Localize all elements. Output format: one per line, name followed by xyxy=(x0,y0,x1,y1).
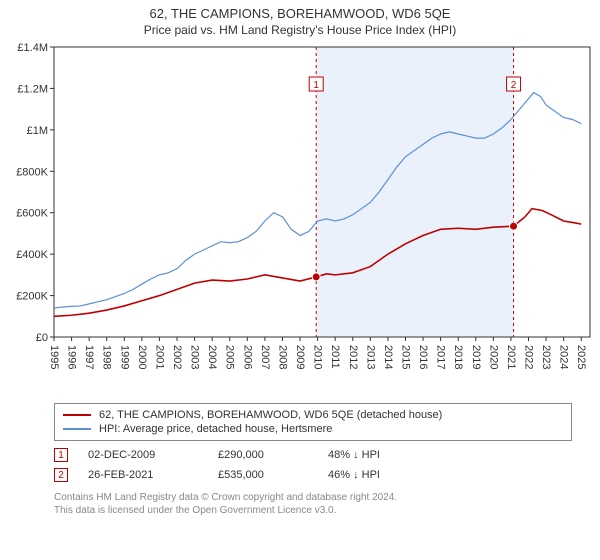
svg-text:£0: £0 xyxy=(36,332,48,344)
svg-text:£200K: £200K xyxy=(16,291,48,303)
svg-text:£1.4M: £1.4M xyxy=(17,42,48,54)
svg-text:2009: 2009 xyxy=(294,345,306,369)
svg-text:£400K: £400K xyxy=(16,249,48,261)
sale-date: 26-FEB-2021 xyxy=(88,469,198,481)
svg-text:2001: 2001 xyxy=(153,345,165,369)
svg-text:2011: 2011 xyxy=(329,345,341,369)
legend-label: 62, THE CAMPIONS, BOREHAMWOOD, WD6 5QE (… xyxy=(99,409,442,421)
svg-text:2025: 2025 xyxy=(575,345,587,369)
sale-row: 1 02-DEC-2009 £290,000 48% ↓ HPI xyxy=(54,445,572,465)
svg-text:1997: 1997 xyxy=(83,345,95,369)
footer-line: Contains HM Land Registry data © Crown c… xyxy=(54,491,572,504)
svg-text:2003: 2003 xyxy=(189,345,201,369)
svg-text:£600K: £600K xyxy=(16,208,48,220)
svg-text:2017: 2017 xyxy=(435,345,447,369)
svg-text:2004: 2004 xyxy=(206,345,218,369)
sale-delta: 46% ↓ HPI xyxy=(328,469,380,481)
svg-text:2020: 2020 xyxy=(487,345,499,369)
title-line-2: Price paid vs. HM Land Registry's House … xyxy=(0,23,600,37)
svg-text:2015: 2015 xyxy=(399,345,411,369)
legend-row: HPI: Average price, detached house, Hert… xyxy=(63,422,563,436)
legend-swatch xyxy=(63,414,91,416)
svg-text:2007: 2007 xyxy=(259,345,271,369)
svg-text:2019: 2019 xyxy=(470,345,482,369)
sales-list: 1 02-DEC-2009 £290,000 48% ↓ HPI 2 26-FE… xyxy=(54,445,572,485)
sale-marker-icon: 2 xyxy=(54,468,68,482)
svg-text:2021: 2021 xyxy=(505,345,517,369)
sale-date: 02-DEC-2009 xyxy=(88,449,198,461)
svg-text:2022: 2022 xyxy=(522,345,534,369)
legend: 62, THE CAMPIONS, BOREHAMWOOD, WD6 5QE (… xyxy=(54,403,572,441)
svg-text:2000: 2000 xyxy=(136,345,148,369)
svg-text:1: 1 xyxy=(313,80,319,91)
sale-price: £290,000 xyxy=(218,449,308,461)
svg-text:2006: 2006 xyxy=(241,345,253,369)
svg-text:£800K: £800K xyxy=(16,166,48,178)
svg-text:2014: 2014 xyxy=(382,345,394,369)
sale-marker-icon: 1 xyxy=(54,448,68,462)
legend-swatch xyxy=(63,428,91,430)
svg-text:2012: 2012 xyxy=(347,345,359,369)
sale-row: 2 26-FEB-2021 £535,000 46% ↓ HPI xyxy=(54,465,572,485)
svg-text:2018: 2018 xyxy=(452,345,464,369)
svg-text:1998: 1998 xyxy=(101,345,113,369)
title-line-1: 62, THE CAMPIONS, BOREHAMWOOD, WD6 5QE xyxy=(0,6,600,21)
svg-text:£1M: £1M xyxy=(27,125,48,137)
legend-label: HPI: Average price, detached house, Hert… xyxy=(99,423,332,435)
svg-text:1999: 1999 xyxy=(118,345,130,369)
svg-text:2016: 2016 xyxy=(417,345,429,369)
svg-text:2002: 2002 xyxy=(171,345,183,369)
chart-svg: £0 £200K £400K £600K £800K £1M £1.2M £1.4M 1995 1… xyxy=(0,37,600,397)
chart-titles: 62, THE CAMPIONS, BOREHAMWOOD, WD6 5QE P… xyxy=(0,0,600,37)
legend-row: 62, THE CAMPIONS, BOREHAMWOOD, WD6 5QE (… xyxy=(63,408,563,422)
svg-text:2: 2 xyxy=(511,80,517,91)
svg-text:1996: 1996 xyxy=(66,345,78,369)
footer-line: This data is licensed under the Open Gov… xyxy=(54,504,572,517)
svg-text:2005: 2005 xyxy=(224,345,236,369)
svg-text:2023: 2023 xyxy=(540,345,552,369)
svg-text:2013: 2013 xyxy=(364,345,376,369)
svg-text:1995: 1995 xyxy=(48,345,60,369)
svg-text:2010: 2010 xyxy=(312,345,324,369)
svg-text:2024: 2024 xyxy=(558,345,570,369)
svg-text:£1.2M: £1.2M xyxy=(17,83,48,95)
svg-text:2008: 2008 xyxy=(276,345,288,369)
chart-area: £0 £200K £400K £600K £800K £1M £1.2M £1.4M 1995 1… xyxy=(0,37,600,397)
sale-price: £535,000 xyxy=(218,469,308,481)
footer: Contains HM Land Registry data © Crown c… xyxy=(54,491,572,517)
sale-delta: 48% ↓ HPI xyxy=(328,449,380,461)
